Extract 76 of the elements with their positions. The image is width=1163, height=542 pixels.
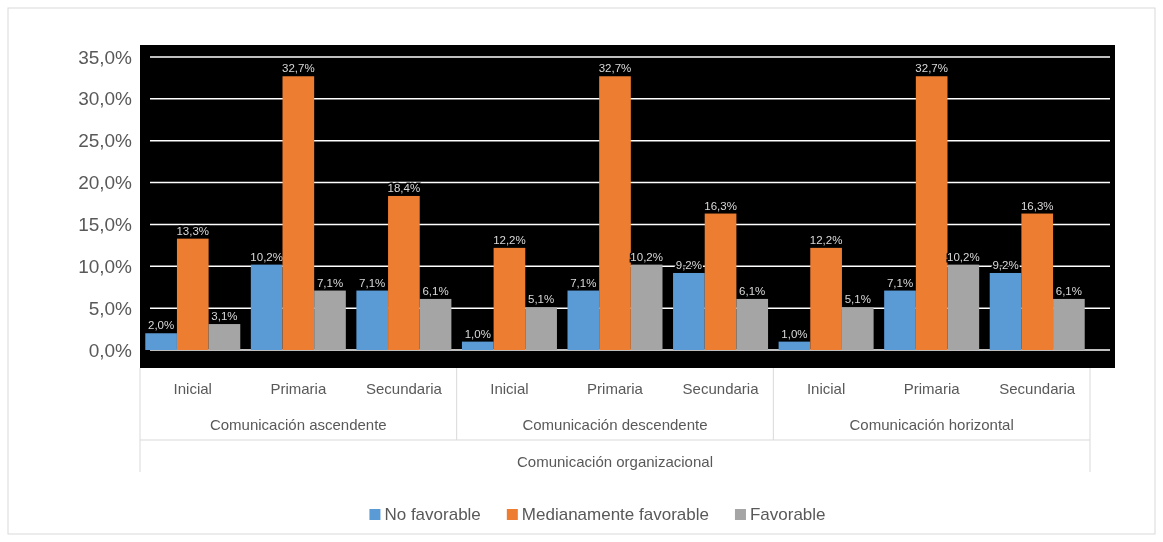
- bar: [176, 238, 209, 350]
- data-label: 10,2%: [947, 250, 980, 263]
- bar: [567, 290, 600, 350]
- x-tick-label: Secundaria: [999, 380, 1076, 397]
- data-label: 13,3%: [176, 224, 210, 237]
- data-label: 12,2%: [809, 233, 843, 246]
- bar: [989, 272, 1022, 350]
- y-tick-label: 20,0%: [78, 172, 133, 194]
- y-tick-label: 10,0%: [78, 255, 133, 277]
- data-label: 16,3%: [1020, 199, 1054, 212]
- y-tick-label: 25,0%: [78, 130, 133, 152]
- bar: [1053, 298, 1085, 350]
- bar: [388, 195, 420, 350]
- bar: [947, 264, 980, 350]
- bar: [314, 290, 346, 350]
- legend-label: Medianamente favorable: [521, 505, 709, 524]
- data-label: 12,2%: [493, 233, 526, 246]
- bar: [493, 247, 526, 350]
- data-label: 7,1%: [316, 276, 344, 289]
- bar: [461, 341, 494, 350]
- bar: [630, 264, 663, 350]
- bar: [250, 264, 283, 350]
- data-label: 18,4%: [387, 181, 421, 194]
- bar: [525, 307, 557, 350]
- data-label: 5,1%: [844, 293, 871, 306]
- bar: [704, 213, 737, 350]
- x-tick-label: Secundaria: [682, 380, 760, 397]
- text: Comunicación descendente: [522, 416, 708, 433]
- bar: [1021, 213, 1054, 350]
- data-label: 32,7%: [598, 62, 632, 75]
- data-label: 3,1%: [211, 310, 238, 323]
- x-axis-title: Comunicación organizacional: [517, 453, 713, 470]
- y-tick-label: 35,0%: [78, 46, 133, 68]
- y-tick-label: 5,0%: [88, 297, 133, 319]
- data-label: 1,0%: [781, 327, 808, 340]
- bar: [282, 76, 315, 350]
- y-tick-label: 0,0%: [88, 339, 133, 361]
- text: Comunicación ascendente: [209, 416, 387, 433]
- x-tick-label: Primaria: [587, 380, 644, 397]
- x-tick-label: Inicial: [490, 380, 529, 397]
- bar: [145, 333, 177, 350]
- bar: [810, 247, 842, 350]
- data-label: 5,1%: [528, 293, 555, 306]
- data-label: 6,1%: [422, 284, 449, 297]
- bar: [915, 76, 948, 350]
- bar: [419, 298, 452, 350]
- y-tick-label: 15,0%: [78, 214, 133, 236]
- legend-label: No favorable: [384, 505, 481, 524]
- data-label: 32,7%: [915, 62, 948, 75]
- bar: [599, 76, 631, 350]
- bar: [356, 290, 389, 350]
- bar: [778, 341, 811, 350]
- bar: [208, 324, 241, 350]
- data-label: 7,1%: [359, 276, 386, 289]
- text: Comunicación horizontal: [849, 416, 1014, 433]
- data-label: 6,1%: [739, 284, 766, 297]
- data-label: 6,1%: [1055, 284, 1082, 297]
- x-tick-label: Inicial: [806, 380, 846, 397]
- x-tick-label: Primaria: [270, 380, 327, 397]
- data-label: 2,0%: [148, 319, 175, 332]
- bar: [736, 298, 769, 350]
- legend-label: Favorable: [749, 505, 826, 524]
- data-label: 1,0%: [464, 327, 491, 340]
- data-label: 10,2%: [630, 250, 663, 263]
- data-label: 7,1%: [570, 276, 597, 289]
- data-label: 7,1%: [886, 276, 914, 289]
- bar: [841, 307, 874, 350]
- bar: [673, 272, 705, 350]
- x-tick-label: Inicial: [173, 380, 212, 397]
- bar: [884, 290, 916, 350]
- data-label: 10,2%: [250, 250, 283, 263]
- y-tick-label: 30,0%: [78, 88, 133, 110]
- x-tick-label: Primaria: [903, 380, 961, 397]
- x-tick-label: Secundaria: [365, 380, 443, 397]
- data-label: 16,3%: [704, 199, 737, 212]
- data-label: 32,7%: [282, 62, 315, 75]
